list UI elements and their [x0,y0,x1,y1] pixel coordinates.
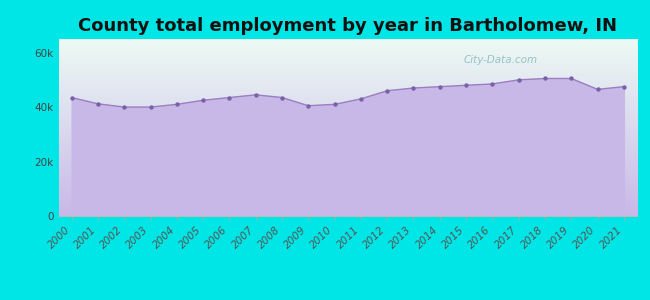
Point [172,102,182,107]
Point [435,84,445,89]
Point [198,98,208,103]
Point [250,92,261,97]
Point [93,101,103,106]
Point [514,77,524,82]
Point [66,95,77,100]
Point [146,105,156,110]
Text: City-Data.com: City-Data.com [463,55,538,65]
Point [224,95,235,100]
Point [619,84,629,89]
Point [408,85,419,90]
Point [540,76,550,81]
Point [356,97,366,101]
Point [488,82,498,86]
Point [566,76,577,81]
Point [382,88,393,93]
Point [277,95,287,100]
Point [330,102,340,107]
Point [592,87,603,92]
Point [119,105,129,110]
Point [303,103,313,108]
Title: County total employment by year in Bartholomew, IN: County total employment by year in Barth… [78,17,618,35]
Point [461,83,471,88]
